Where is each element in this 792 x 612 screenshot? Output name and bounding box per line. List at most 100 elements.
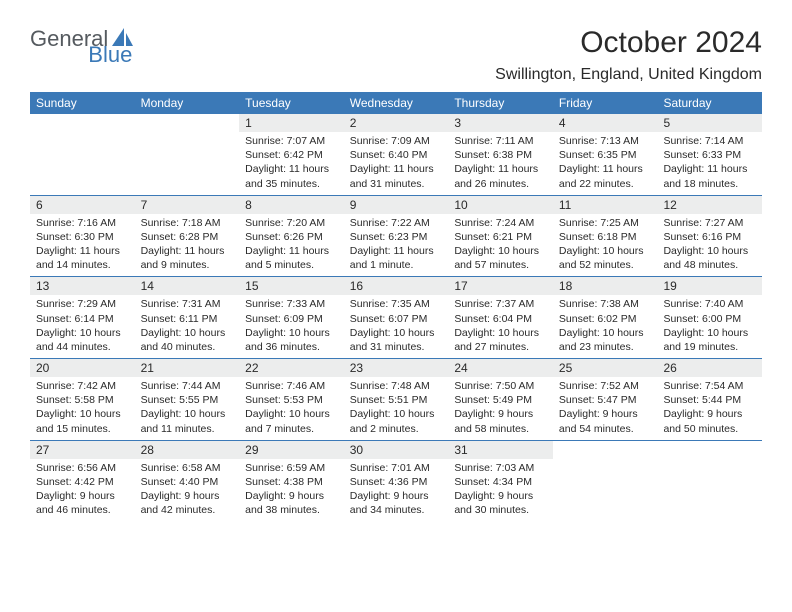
day-cell: 19Sunrise: 7:40 AMSunset: 6:00 PMDayligh… [657, 277, 762, 358]
calendar: Sunday Monday Tuesday Wednesday Thursday… [30, 92, 762, 521]
logo: General Blue [30, 26, 180, 50]
daylight-text: Daylight: 9 hours and 30 minutes. [454, 489, 547, 517]
sunrise-text: Sunrise: 7:38 AM [559, 297, 652, 311]
sunset-text: Sunset: 6:33 PM [663, 148, 756, 162]
sunrise-text: Sunrise: 7:44 AM [141, 379, 234, 393]
sunrise-text: Sunrise: 7:14 AM [663, 134, 756, 148]
sunrise-text: Sunrise: 7:29 AM [36, 297, 129, 311]
daylight-text: Daylight: 10 hours and 52 minutes. [559, 244, 652, 272]
day-number: 7 [135, 196, 240, 214]
day-cell [30, 114, 135, 195]
day-content: Sunrise: 7:44 AMSunset: 5:55 PMDaylight:… [135, 377, 240, 440]
day-cell: 27Sunrise: 6:56 AMSunset: 4:42 PMDayligh… [30, 441, 135, 522]
sunset-text: Sunset: 6:30 PM [36, 230, 129, 244]
daylight-text: Daylight: 11 hours and 9 minutes. [141, 244, 234, 272]
day-cell: 28Sunrise: 6:58 AMSunset: 4:40 PMDayligh… [135, 441, 240, 522]
day-content: Sunrise: 7:38 AMSunset: 6:02 PMDaylight:… [553, 295, 658, 358]
sunset-text: Sunset: 6:00 PM [663, 312, 756, 326]
day-cell: 9Sunrise: 7:22 AMSunset: 6:23 PMDaylight… [344, 196, 449, 277]
daylight-text: Daylight: 9 hours and 42 minutes. [141, 489, 234, 517]
day-content: Sunrise: 7:50 AMSunset: 5:49 PMDaylight:… [448, 377, 553, 440]
daylight-text: Daylight: 10 hours and 44 minutes. [36, 326, 129, 354]
sunset-text: Sunset: 5:58 PM [36, 393, 129, 407]
day-content: Sunrise: 7:52 AMSunset: 5:47 PMDaylight:… [553, 377, 658, 440]
sunset-text: Sunset: 5:47 PM [559, 393, 652, 407]
day-header-thu: Thursday [448, 92, 553, 114]
sunrise-text: Sunrise: 7:46 AM [245, 379, 338, 393]
daylight-text: Daylight: 9 hours and 58 minutes. [454, 407, 547, 435]
sunset-text: Sunset: 5:49 PM [454, 393, 547, 407]
week-row: 20Sunrise: 7:42 AMSunset: 5:58 PMDayligh… [30, 358, 762, 440]
daylight-text: Daylight: 10 hours and 15 minutes. [36, 407, 129, 435]
day-content: Sunrise: 7:48 AMSunset: 5:51 PMDaylight:… [344, 377, 449, 440]
day-cell: 15Sunrise: 7:33 AMSunset: 6:09 PMDayligh… [239, 277, 344, 358]
day-cell: 17Sunrise: 7:37 AMSunset: 6:04 PMDayligh… [448, 277, 553, 358]
day-cell: 12Sunrise: 7:27 AMSunset: 6:16 PMDayligh… [657, 196, 762, 277]
day-content: Sunrise: 7:42 AMSunset: 5:58 PMDaylight:… [30, 377, 135, 440]
day-cell: 29Sunrise: 6:59 AMSunset: 4:38 PMDayligh… [239, 441, 344, 522]
day-cell: 24Sunrise: 7:50 AMSunset: 5:49 PMDayligh… [448, 359, 553, 440]
daylight-text: Daylight: 10 hours and 11 minutes. [141, 407, 234, 435]
day-header-wed: Wednesday [344, 92, 449, 114]
day-content: Sunrise: 7:01 AMSunset: 4:36 PMDaylight:… [344, 459, 449, 522]
day-content: Sunrise: 6:59 AMSunset: 4:38 PMDaylight:… [239, 459, 344, 522]
daylight-text: Daylight: 11 hours and 5 minutes. [245, 244, 338, 272]
sunrise-text: Sunrise: 7:09 AM [350, 134, 443, 148]
day-header-sat: Saturday [657, 92, 762, 114]
sunrise-text: Sunrise: 7:54 AM [663, 379, 756, 393]
day-content: Sunrise: 7:20 AMSunset: 6:26 PMDaylight:… [239, 214, 344, 277]
day-header-mon: Monday [135, 92, 240, 114]
day-number: 30 [344, 441, 449, 459]
sunrise-text: Sunrise: 7:24 AM [454, 216, 547, 230]
day-cell: 16Sunrise: 7:35 AMSunset: 6:07 PMDayligh… [344, 277, 449, 358]
daylight-text: Daylight: 11 hours and 22 minutes. [559, 162, 652, 190]
sunset-text: Sunset: 6:04 PM [454, 312, 547, 326]
week-row: 1Sunrise: 7:07 AMSunset: 6:42 PMDaylight… [30, 114, 762, 195]
day-number: 28 [135, 441, 240, 459]
day-cell: 11Sunrise: 7:25 AMSunset: 6:18 PMDayligh… [553, 196, 658, 277]
sunset-text: Sunset: 6:11 PM [141, 312, 234, 326]
day-content: Sunrise: 7:11 AMSunset: 6:38 PMDaylight:… [448, 132, 553, 195]
day-cell: 10Sunrise: 7:24 AMSunset: 6:21 PMDayligh… [448, 196, 553, 277]
sunset-text: Sunset: 4:38 PM [245, 475, 338, 489]
day-number: 23 [344, 359, 449, 377]
sunrise-text: Sunrise: 7:27 AM [663, 216, 756, 230]
sunset-text: Sunset: 6:16 PM [663, 230, 756, 244]
daylight-text: Daylight: 10 hours and 19 minutes. [663, 326, 756, 354]
day-number: 18 [553, 277, 658, 295]
day-cell: 31Sunrise: 7:03 AMSunset: 4:34 PMDayligh… [448, 441, 553, 522]
daylight-text: Daylight: 11 hours and 31 minutes. [350, 162, 443, 190]
day-content: Sunrise: 6:56 AMSunset: 4:42 PMDaylight:… [30, 459, 135, 522]
day-cell: 18Sunrise: 7:38 AMSunset: 6:02 PMDayligh… [553, 277, 658, 358]
sunrise-text: Sunrise: 7:11 AM [454, 134, 547, 148]
day-header-tue: Tuesday [239, 92, 344, 114]
day-cell: 8Sunrise: 7:20 AMSunset: 6:26 PMDaylight… [239, 196, 344, 277]
daylight-text: Daylight: 10 hours and 57 minutes. [454, 244, 547, 272]
daylight-text: Daylight: 10 hours and 40 minutes. [141, 326, 234, 354]
daylight-text: Daylight: 11 hours and 35 minutes. [245, 162, 338, 190]
sunrise-text: Sunrise: 7:40 AM [663, 297, 756, 311]
day-cell: 25Sunrise: 7:52 AMSunset: 5:47 PMDayligh… [553, 359, 658, 440]
sunset-text: Sunset: 5:55 PM [141, 393, 234, 407]
daylight-text: Daylight: 11 hours and 14 minutes. [36, 244, 129, 272]
sunrise-text: Sunrise: 7:03 AM [454, 461, 547, 475]
day-cell: 22Sunrise: 7:46 AMSunset: 5:53 PMDayligh… [239, 359, 344, 440]
day-content: Sunrise: 7:46 AMSunset: 5:53 PMDaylight:… [239, 377, 344, 440]
day-cell: 1Sunrise: 7:07 AMSunset: 6:42 PMDaylight… [239, 114, 344, 195]
sunset-text: Sunset: 6:14 PM [36, 312, 129, 326]
day-number: 21 [135, 359, 240, 377]
day-number: 29 [239, 441, 344, 459]
sunset-text: Sunset: 5:44 PM [663, 393, 756, 407]
day-content: Sunrise: 7:09 AMSunset: 6:40 PMDaylight:… [344, 132, 449, 195]
day-cell: 30Sunrise: 7:01 AMSunset: 4:36 PMDayligh… [344, 441, 449, 522]
week-row: 27Sunrise: 6:56 AMSunset: 4:42 PMDayligh… [30, 440, 762, 522]
location: Swillington, England, United Kingdom [495, 66, 762, 84]
day-cell [657, 441, 762, 522]
day-cell: 7Sunrise: 7:18 AMSunset: 6:28 PMDaylight… [135, 196, 240, 277]
day-number: 11 [553, 196, 658, 214]
day-content: Sunrise: 7:22 AMSunset: 6:23 PMDaylight:… [344, 214, 449, 277]
sunset-text: Sunset: 4:40 PM [141, 475, 234, 489]
day-number: 4 [553, 114, 658, 132]
day-cell: 5Sunrise: 7:14 AMSunset: 6:33 PMDaylight… [657, 114, 762, 195]
title-block: October 2024 Swillington, England, Unite… [495, 26, 762, 84]
